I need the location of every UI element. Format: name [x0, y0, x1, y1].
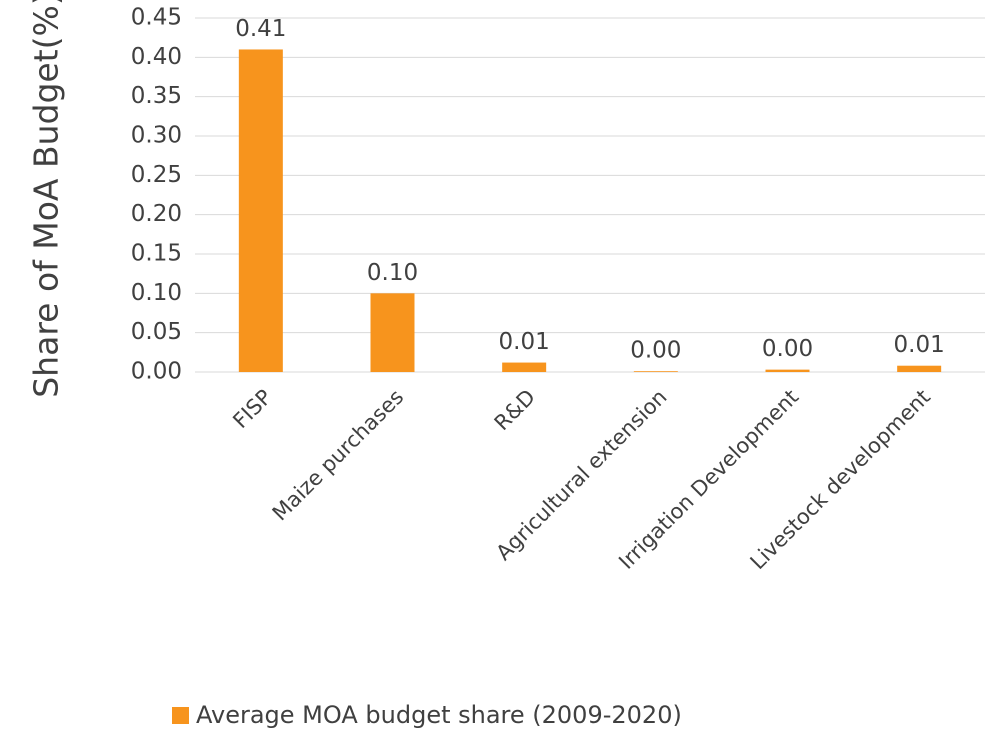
y-tick-label: 0.35: [131, 83, 182, 109]
legend-label: Average MOA budget share (2009-2020): [196, 701, 682, 729]
y-tick-label: 0.10: [131, 280, 182, 306]
x-tick-label: FISP: [228, 385, 276, 433]
bar: [502, 362, 547, 372]
bar: [897, 365, 942, 372]
data-label: 0.00: [630, 338, 681, 364]
data-label: 0.10: [367, 260, 418, 286]
data-label: 0.00: [762, 336, 813, 362]
y-tick-label: 0.25: [131, 162, 182, 188]
bar: [633, 371, 678, 372]
y-tick-label: 0.15: [131, 241, 182, 267]
y-tick-label: 0.00: [131, 359, 182, 385]
x-tick-label: Maize purchases: [268, 385, 409, 526]
data-label: 0.41: [235, 16, 286, 42]
y-tick-label: 0.40: [131, 44, 182, 70]
bar: [765, 369, 810, 372]
y-tick-label: 0.30: [131, 123, 182, 149]
y-tick-label: 0.45: [131, 5, 182, 31]
bar: [238, 49, 283, 372]
y-tick-label: 0.05: [131, 319, 182, 345]
y-axis-title: Share of MoA Budget(%): [27, 0, 66, 398]
data-label: 0.01: [894, 332, 945, 358]
x-tick-label: R&D: [490, 385, 540, 435]
bar: [370, 293, 415, 372]
legend-swatch: [172, 707, 189, 724]
data-label: 0.01: [499, 329, 550, 355]
y-tick-label: 0.20: [131, 201, 182, 227]
